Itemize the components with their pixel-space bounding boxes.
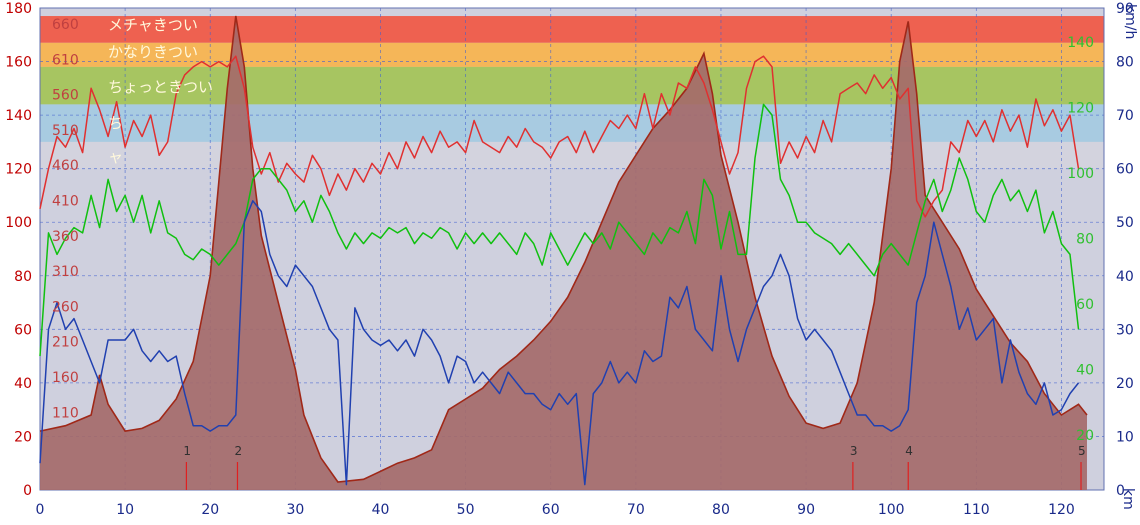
y-axis-left-tick: 120 <box>5 162 32 178</box>
y-axis-right-tick: 90 <box>1116 1 1134 17</box>
speed-line <box>39 200 1080 486</box>
x-axis-tick: 110 <box>963 502 990 518</box>
y-axis-right-tick: 30 <box>1116 322 1134 338</box>
zone-band <box>40 104 1104 142</box>
cadence-scale-tick: 100 <box>1067 166 1094 182</box>
cadence-scale-tick: 40 <box>1076 363 1094 379</box>
zone-label: ャ <box>108 148 123 166</box>
hr-scale-tick: 360 <box>52 229 79 245</box>
elevation-line <box>39 15 1088 483</box>
y-axis-right-tick: 80 <box>1116 55 1134 71</box>
y-axis-right-tick: 70 <box>1116 108 1134 124</box>
cadence-scale-tick: 60 <box>1076 297 1094 313</box>
cadence-scale-tick: 20 <box>1076 428 1094 444</box>
y-axis-right-tick: 50 <box>1116 215 1134 231</box>
hr-scale-tick: 510 <box>52 123 79 139</box>
zone-label: かなりきつい <box>108 43 198 61</box>
lap-marker-label: 1 <box>183 444 191 458</box>
y-axis-left-tick: 20 <box>14 429 32 445</box>
y-axis-left-tick: 60 <box>14 322 32 338</box>
lap-marker-label: 4 <box>905 444 913 458</box>
x-axis-tick: 100 <box>878 502 905 518</box>
hr-scale-tick: 160 <box>52 370 79 386</box>
zone-label: メチャきつい <box>108 16 198 34</box>
hr-scale-tick: 260 <box>52 299 79 315</box>
elevation-area <box>40 16 1087 490</box>
x-axis-tick: 30 <box>286 502 304 518</box>
x-axis-tick: 120 <box>1048 502 1075 518</box>
x-axis-tick: 0 <box>36 502 45 518</box>
lap-marker-label: 3 <box>850 444 858 458</box>
y-axis-left-tick: 0 <box>23 483 32 499</box>
y-axis-right-tick: 10 <box>1116 429 1134 445</box>
hr-scale-tick: 610 <box>52 52 79 68</box>
x-axis-unit-label: km <box>1120 488 1136 510</box>
x-axis-tick: 20 <box>201 502 219 518</box>
zone-label: ちょっときつい <box>108 78 213 96</box>
y-axis-right-tick: 60 <box>1116 162 1134 178</box>
y-axis-left-tick: 80 <box>14 269 32 285</box>
x-axis-tick: 40 <box>372 502 390 518</box>
y-axis-right-tick: 40 <box>1116 269 1134 285</box>
zone-label: ち <box>108 114 123 132</box>
x-axis-tick: 70 <box>627 502 645 518</box>
cadence-scale-tick: 80 <box>1076 232 1094 248</box>
y-axis-right-tick: 0 <box>1116 483 1125 499</box>
x-axis-tick: 90 <box>797 502 815 518</box>
zone-band <box>40 16 1104 43</box>
cadence-scale-tick: 140 <box>1067 35 1094 51</box>
x-axis-tick: 80 <box>712 502 730 518</box>
y-axis-left-tick: 180 <box>5 1 32 17</box>
x-axis-tick: 10 <box>116 502 134 518</box>
hr-scale-tick: 110 <box>52 405 79 421</box>
y-axis-right-tick: 20 <box>1116 376 1134 392</box>
y-axis-right-unit-label: km/h <box>1122 4 1138 39</box>
zone-band <box>40 66 1104 105</box>
x-axis-tick: 50 <box>457 502 475 518</box>
zone-band <box>40 141 1104 169</box>
hr-scale-tick: 460 <box>52 158 79 174</box>
hr-scale-tick: 660 <box>52 17 79 33</box>
y-axis-left-tick: 160 <box>5 55 32 71</box>
hr-scale-tick: 310 <box>52 264 79 280</box>
hr-scale-tick: 410 <box>52 194 79 210</box>
y-axis-left-tick: 140 <box>5 108 32 124</box>
cadence-line <box>39 103 1080 357</box>
y-axis-left-tick: 100 <box>5 215 32 231</box>
hr-scale-tick: 560 <box>52 88 79 104</box>
lap-marker-label: 5 <box>1078 444 1086 458</box>
x-axis-tick: 60 <box>542 502 560 518</box>
heart-rate-line <box>39 55 1080 218</box>
cadence-scale-tick: 120 <box>1067 101 1094 117</box>
hr-scale-tick: 210 <box>52 335 79 351</box>
lap-marker-label: 2 <box>234 444 242 458</box>
y-axis-left-tick: 40 <box>14 376 32 392</box>
